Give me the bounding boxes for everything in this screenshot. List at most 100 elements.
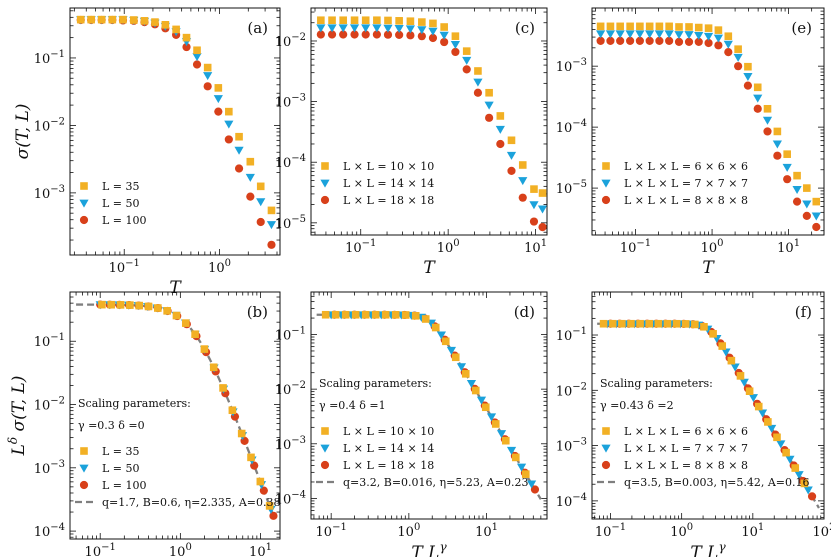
data-point-circle (538, 223, 547, 232)
legend-marker-triangle (79, 464, 89, 473)
data-point-square (718, 342, 727, 350)
y-tick-label: 10−3 (556, 57, 587, 75)
data-point-circle (269, 511, 278, 520)
data-point-triangle (394, 25, 404, 34)
legend-label: L = 50 (102, 462, 140, 475)
data-point-triangle (645, 30, 655, 39)
y-axis-label: Lδ σ(T, L) (6, 376, 29, 457)
x-tick-label: 10−1 (595, 522, 626, 540)
panel-title: (b) (247, 303, 268, 321)
x-tick-label: 102 (813, 522, 831, 540)
data-point-triangle (782, 163, 792, 172)
data-point-circle (616, 36, 625, 45)
data-point-triangle (730, 363, 740, 372)
data-point-square (501, 436, 510, 445)
data-point-square (665, 22, 673, 31)
data-point-square (724, 32, 733, 41)
legend-marker-square (80, 182, 88, 190)
data-point-square (462, 47, 471, 55)
panel-title: (c) (515, 19, 535, 37)
data-point-square (800, 479, 809, 488)
panel-title: (d) (514, 303, 535, 321)
data-point-triangle (506, 151, 517, 160)
data-point-square (709, 330, 717, 338)
data-point-square (655, 22, 664, 31)
data-point-circle (665, 36, 674, 45)
legend-label: L × L × L = 7 × 7 × 7 (624, 177, 748, 190)
data-point-square (704, 24, 713, 32)
data-point-square (384, 16, 392, 25)
data-point-triangle (615, 30, 625, 39)
data-point-square (200, 345, 209, 353)
x-tick-label: 101 (777, 238, 800, 256)
data-point-circle (451, 47, 460, 57)
data-point-square (793, 171, 801, 180)
legend-marker-circle (79, 480, 89, 490)
data-point-circle (234, 164, 244, 173)
data-point-circle (428, 33, 438, 43)
y-tick-label: 10−2 (34, 116, 65, 134)
data-point-triangle (713, 34, 724, 43)
x-axis-label: T Lγ (411, 540, 447, 557)
data-point-circle (763, 127, 772, 136)
x-tick-label: 10−1 (85, 542, 116, 557)
legend-fit-label: q=1.7, B=0.6, η=2.335, A=0.38 (102, 496, 280, 509)
data-point-square (373, 16, 381, 25)
data-point-square (391, 311, 400, 319)
data-point-square (441, 337, 450, 346)
data-point-square (691, 320, 699, 329)
data-point-square (645, 22, 654, 31)
scaling-parameters-values: γ =0.43 δ =2 (600, 399, 674, 412)
data-point-square (328, 16, 336, 25)
legend-marker-square (321, 427, 329, 435)
data-point-square (237, 429, 246, 438)
plot-frame (310, 7, 548, 236)
data-point-square (773, 127, 782, 136)
data-point-square (209, 363, 218, 372)
data-point-square (116, 301, 125, 309)
plot-frame (69, 291, 281, 540)
y-axis-label: σ(T, L) (13, 104, 33, 160)
data-point-triangle (516, 463, 527, 472)
data-point-triangle (466, 379, 477, 388)
legend-marker-triangle (320, 444, 330, 453)
data-point-square (736, 372, 745, 380)
x-tick-label: 101 (249, 542, 272, 557)
data-point-square (714, 26, 723, 34)
data-point-square (521, 470, 530, 478)
data-point-square (763, 104, 772, 113)
data-point-triangle (721, 348, 731, 357)
plot-frame (310, 291, 548, 520)
data-point-square (321, 310, 330, 319)
data-point-square (225, 107, 233, 116)
data-point-circle (773, 151, 782, 160)
data-point-circle (606, 36, 615, 45)
data-point-circle (694, 37, 703, 47)
data-point-circle (529, 217, 539, 226)
y-tick-label: 10−4 (275, 153, 306, 171)
data-point-square (645, 319, 654, 328)
y-tick-label: 10−3 (34, 184, 65, 202)
panel-f: 10−1 100 101 102 10−4 10−3 10−2 10−1 (f) L × L × … (556, 291, 831, 557)
y-tick-label: 10−4 (556, 118, 587, 136)
data-point-circle (596, 36, 605, 45)
x-tick-label: 101 (741, 522, 764, 540)
data-point-circle (807, 492, 817, 501)
data-point-circle (714, 41, 723, 50)
data-point-square (140, 17, 149, 25)
scaling-parameters-title: Scaling parameters: (78, 397, 191, 410)
data-point-square (161, 20, 170, 29)
data-point-square (151, 18, 159, 26)
data-point-square (418, 18, 426, 26)
data-point-square (76, 15, 85, 24)
legend-marker-square (321, 162, 329, 170)
x-tick-label: 100 (437, 238, 460, 256)
data-point-triangle (456, 363, 467, 372)
x-tick-label: 100 (701, 238, 724, 256)
legend-label: L = 35 (102, 445, 140, 458)
y-tick-label: 10−3 (556, 437, 587, 455)
data-point-square (172, 311, 181, 320)
data-point-square (754, 402, 763, 411)
data-point-square (163, 307, 171, 315)
data-point-square (530, 185, 538, 193)
